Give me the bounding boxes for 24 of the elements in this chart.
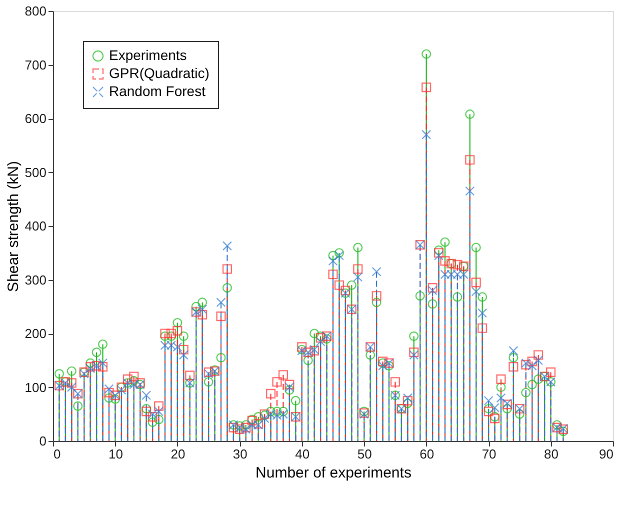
legend-label: Experiments [109,47,187,63]
x-tick-label: 40 [295,446,310,462]
y-tick-label: 100 [24,380,46,395]
x-tick-label: 50 [357,446,372,462]
y-tick-label: 300 [24,272,46,288]
y-tick-label: 200 [24,326,46,341]
x-tick-label: 0 [54,446,61,462]
x-axis-title: Number of experiments [256,464,412,482]
y-tick-label: 400 [24,218,46,234]
y-tick-label: 800 [24,4,46,18]
x-tick-label: 80 [544,446,559,462]
x-tick-label: 20 [170,446,186,462]
x-tick-label: 90 [599,446,614,462]
x-tick-label: 60 [420,446,434,462]
y-tick-label: 500 [24,164,46,180]
legend-label: GPR(Quadratic) [109,65,210,81]
y-tick-label: 0 [39,434,46,448]
x-tick-label: 30 [232,446,248,462]
y-axis-title: Shear strength (kN) [4,161,22,292]
y-tick-label: 700 [24,57,46,72]
legend-label: Random Forest [109,83,206,99]
x-tick-label: 10 [108,446,123,462]
y-tick-label: 600 [24,111,46,126]
x-tick-label: 70 [482,446,496,462]
